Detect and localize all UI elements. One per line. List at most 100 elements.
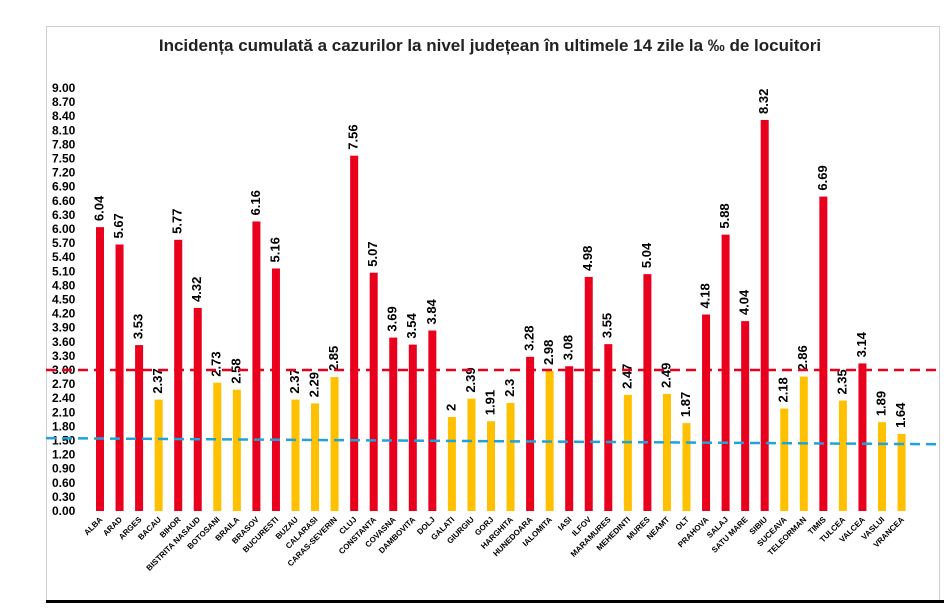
y-tick-label: 0.00 [52,504,76,518]
bar [193,307,202,511]
bar [213,382,222,511]
bar [780,408,789,511]
data-label: 3.53 [131,314,146,339]
bar [682,423,691,511]
bottom-rule [46,600,944,603]
bar [174,239,183,511]
y-tick-label: 9.00 [52,81,76,95]
bar [623,394,632,511]
y-tick-label: 8.40 [52,109,76,123]
bar [369,272,378,511]
bar [232,389,241,511]
y-tick-label: 0.90 [52,462,76,476]
bar [662,393,671,511]
y-tick-label: 6.00 [52,222,76,236]
data-label: 2.3 [502,379,517,397]
y-tick-label: 2.40 [52,391,76,405]
data-label: 2.98 [541,340,556,365]
data-label: 8.32 [756,89,771,114]
data-label: 2.39 [463,367,478,392]
data-label: 2.47 [619,364,634,389]
bar [389,337,398,511]
y-tick-label: 4.20 [52,307,76,321]
data-label: 3.08 [561,335,576,360]
y-tick-label: 8.10 [52,123,76,137]
data-label: 2.86 [795,345,810,370]
chart-title: Incidența cumulată a cazurilor la nivel … [158,36,822,55]
y-tick-label: 8.70 [52,95,76,109]
y-tick-label: 2.10 [52,405,76,419]
bar [447,417,456,511]
y-tick-label: 6.30 [52,208,76,222]
bar [702,314,711,511]
y-tick-label: 3.30 [52,349,76,363]
y-tick-label: 1.20 [52,448,76,462]
data-label: 3.28 [522,326,537,351]
data-label: 2.49 [658,363,673,388]
data-label: 7.56 [346,124,361,149]
data-label: 5.07 [365,241,380,266]
y-tick-label: 2.70 [52,377,76,391]
y-tick-label: 0.60 [52,476,76,490]
y-tick-label: 4.50 [52,293,76,307]
data-label: 2.58 [228,358,243,383]
bar [819,196,828,511]
bar [487,421,495,511]
data-label: 2 [443,404,458,411]
data-label: 3.14 [854,331,869,357]
data-label: 1.64 [893,402,908,428]
y-tick-label: 1.80 [52,419,76,433]
bar [721,234,730,511]
data-label: 5.88 [717,203,732,228]
bar [897,433,906,511]
data-label: 4.18 [697,283,712,308]
bar [408,344,417,511]
data-label: 3.54 [404,313,419,339]
bar [252,221,261,512]
data-label: 2.37 [287,368,302,393]
bar [526,356,535,511]
y-tick-label: 6.60 [52,194,76,208]
y-tick-label: 4.80 [52,278,76,292]
data-label: 1.91 [482,390,497,415]
y-tick-label: 1.50 [52,434,76,448]
y-tick-label: 5.10 [52,264,76,278]
data-label: 2.73 [209,351,224,376]
data-label: 6.04 [91,195,106,221]
bar [858,363,867,511]
data-label: 3.84 [424,298,439,324]
data-label: 3.69 [385,306,400,331]
bar [643,274,652,511]
bar [291,399,300,511]
y-tick-label: 3.60 [52,335,76,349]
bar [565,366,574,511]
y-tick-label: 7.20 [52,166,76,180]
bar [154,399,163,511]
category-label: ALBA [82,515,104,537]
data-label: 5.77 [170,208,185,233]
data-label: 2.85 [326,346,341,371]
data-label: 5.67 [111,213,126,238]
bar [271,268,280,511]
data-label: 5.16 [267,237,282,262]
y-tick-label: 3.90 [52,321,76,335]
y-tick-label: 7.80 [52,137,76,151]
y-tick-label: 5.40 [52,250,76,264]
y-tick-label: 0.30 [52,490,76,504]
data-label: 6.16 [248,190,263,215]
bar [760,119,769,512]
data-label: 3.55 [600,313,615,338]
y-tick-label: 7.50 [52,152,76,166]
bar [311,403,320,511]
bar [350,155,359,511]
data-label: 2.35 [834,369,849,394]
data-label: 2.29 [306,372,321,397]
data-label: 4.32 [189,277,204,302]
bar [741,321,750,511]
threshold-line-low [45,436,941,446]
bar [584,276,593,511]
data-label: 4.98 [580,246,595,271]
data-label: 5.04 [639,242,654,268]
bar [330,377,339,511]
